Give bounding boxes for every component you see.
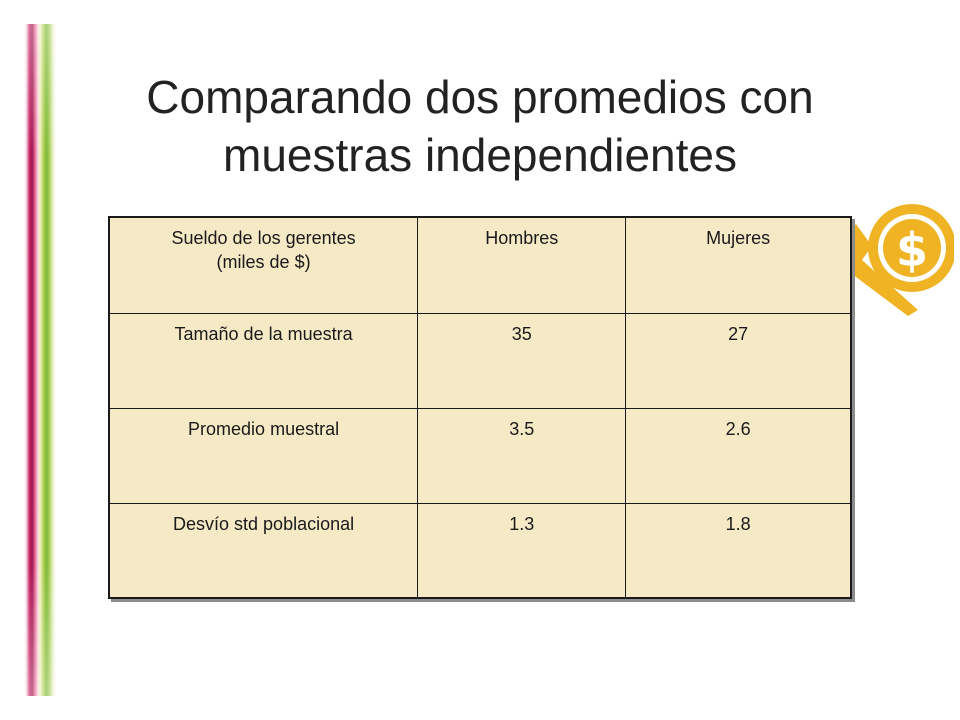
header-cell-label: Sueldo de los gerentes (miles de $) <box>108 216 419 314</box>
slide-title-line-1: Comparando dos promedios con <box>146 71 814 123</box>
table-row: Desvío std poblacional 1.3 1.8 <box>108 502 852 599</box>
cell-hombres: 1.3 <box>417 502 627 599</box>
row-label: Promedio muestral <box>108 407 419 504</box>
header-cell-hombres: Hombres <box>417 216 627 314</box>
header-label-line-1: Sueldo de los gerentes <box>171 228 356 248</box>
cell-mujeres: 27 <box>625 312 852 409</box>
svg-text:$: $ <box>896 223 928 277</box>
header-cell-mujeres: Mujeres <box>625 216 852 314</box>
row-label: Tamaño de la muestra <box>108 312 419 409</box>
row-label: Desvío std poblacional <box>108 502 419 599</box>
slide-title: Comparando dos promedios con muestras in… <box>70 68 890 184</box>
table-header-row: Sueldo de los gerentes (miles de $) Homb… <box>108 216 852 314</box>
cell-hombres: 35 <box>417 312 627 409</box>
decorative-side-bar <box>24 24 56 696</box>
cell-hombres: 3.5 <box>417 407 627 504</box>
table-row: Promedio muestral 3.5 2.6 <box>108 407 852 504</box>
slide-title-line-2: muestras independientes <box>223 129 737 181</box>
salary-comparison-table: Sueldo de los gerentes (miles de $) Homb… <box>108 216 852 599</box>
header-label-line-2: (miles de $) <box>216 252 311 272</box>
cell-mujeres: 2.6 <box>625 407 852 504</box>
cell-mujeres: 1.8 <box>625 502 852 599</box>
dollar-coin-icon: $ <box>828 204 954 316</box>
table-row: Tamaño de la muestra 35 27 <box>108 312 852 409</box>
